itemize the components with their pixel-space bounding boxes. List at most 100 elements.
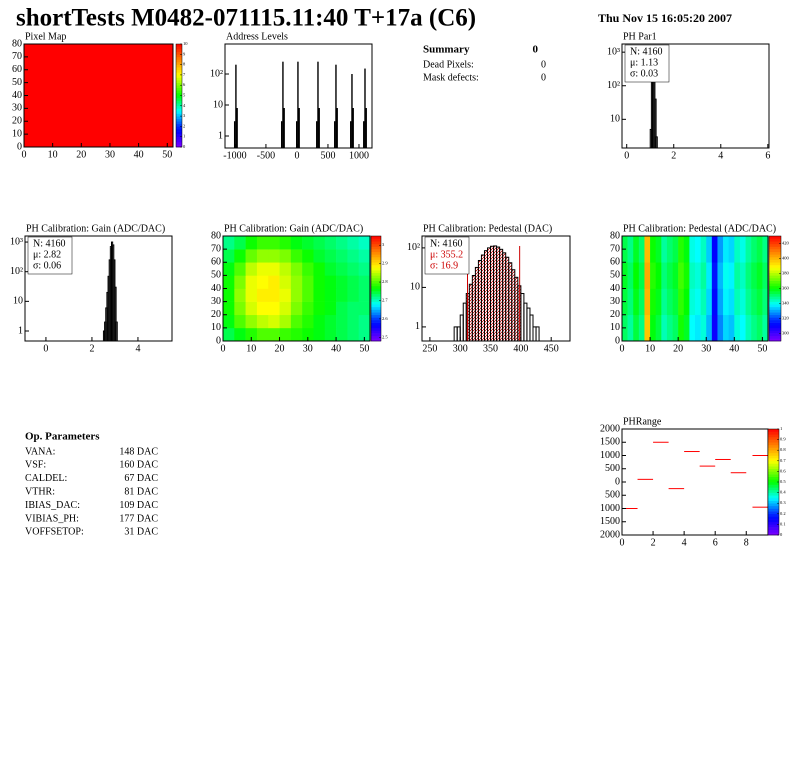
heatmap-cell [650, 236, 656, 263]
y-tick-label: 10² [210, 68, 223, 79]
heatmap-cell [290, 236, 303, 250]
heatmap-cell [700, 288, 707, 316]
colorbar-step [176, 44, 182, 47]
colorbar-step [371, 338, 381, 342]
colorbar-step [371, 322, 381, 326]
colorbar-step [176, 139, 182, 143]
heatmap-cell [655, 236, 662, 263]
heatmap-cell [347, 249, 359, 263]
y-tick-label: 80 [12, 38, 22, 49]
summary-total: 0 [533, 44, 539, 56]
heatmap-cell [245, 236, 258, 250]
colorbar-step [768, 508, 779, 512]
heatmap-cell [633, 236, 640, 263]
heatmap-cell [302, 288, 314, 302]
heatmap-cell [223, 236, 235, 250]
x-tick-label: -1000 [223, 150, 246, 161]
colorbar-step [769, 322, 781, 326]
heatmap-cell [290, 327, 303, 342]
heatmap-cell [762, 236, 769, 263]
heatmap-cell [751, 314, 758, 342]
heatmap-cell [672, 288, 679, 316]
heatmap-cell [756, 288, 763, 316]
op-value: 177 DAC [119, 513, 158, 524]
heatmap-cell [739, 314, 746, 342]
heatmap-cell [728, 288, 735, 316]
colorbar-step [371, 280, 381, 284]
heatmap-cell [336, 262, 348, 276]
colorbar-step [769, 283, 781, 287]
op-value: 148 DAC [119, 446, 158, 457]
z-tick-label: 9 [183, 51, 186, 56]
x-tick-label: 10 [246, 343, 256, 354]
op-value: 67 DAC [124, 473, 158, 484]
x-tick-label: 0 [22, 149, 27, 160]
x-tick-label: 350 [483, 343, 498, 354]
colorbar-step [769, 330, 781, 334]
stats-text: σ: 16.9 [430, 260, 458, 271]
heatmap-cell [644, 288, 651, 316]
op-label: VSF: [25, 460, 46, 471]
colorbar-step [769, 304, 781, 308]
colorbar-step [176, 103, 182, 107]
y-tick-label: 60 [12, 64, 22, 75]
op-value: 81 DAC [124, 486, 158, 497]
heatmap-cell [245, 301, 258, 316]
colorbar-step [769, 317, 781, 321]
colorbar-step [371, 288, 381, 292]
y-tick-label: 80 [211, 230, 221, 241]
stats-text: μ: 1.13 [630, 57, 658, 68]
heatmap-cell [279, 314, 292, 329]
heatmap-cell [762, 288, 769, 316]
colorbar-step [371, 296, 381, 300]
colorbar-step [176, 69, 182, 73]
colorbar-step [769, 251, 781, 255]
heatmap-cell [290, 288, 303, 302]
z-tick-label: 2 [183, 123, 185, 128]
heatmap-cell [358, 249, 371, 263]
colorbar-step [768, 500, 779, 504]
colorbar-step [768, 442, 779, 446]
heatmap-cell [666, 314, 673, 342]
colorbar-step [769, 238, 781, 242]
stats-text: N: 4160 [630, 46, 663, 57]
frame [24, 235, 173, 342]
colorbar-step [371, 267, 381, 271]
x-tick-label: 500 [320, 150, 335, 161]
colorbar-step [769, 278, 781, 281]
colorbar-step [176, 136, 182, 140]
colorbar-step [371, 317, 381, 321]
heatmap-cell [762, 314, 769, 342]
heatmap-cell [302, 327, 314, 342]
heatmap-cell [689, 262, 696, 289]
heatmap-cell [723, 314, 729, 342]
y-tick-label: 1500 [600, 437, 620, 448]
colorbar-step [768, 532, 779, 536]
heatmap-cell [706, 262, 713, 289]
heatmap-cell [661, 262, 668, 289]
heatmap-cell [728, 262, 735, 289]
z-tick-label: 320 [782, 316, 790, 321]
heatmap-cell [745, 288, 752, 316]
heatmap-cell [290, 262, 303, 276]
heatmap-cell [279, 275, 292, 289]
heatmap-cell [661, 314, 668, 342]
heatmap-cell [728, 236, 735, 263]
spike [280, 121, 283, 148]
heatmap-cell [650, 288, 656, 316]
stats-text: μ: 2.82 [33, 249, 61, 260]
heatmap-cell [313, 275, 326, 289]
stats-box [624, 44, 670, 83]
colorbar-step [176, 141, 182, 145]
heatmap-cell [223, 249, 235, 263]
heatmap-cell [689, 314, 696, 342]
heatmap-cell [256, 249, 269, 263]
heatmap-cell [717, 314, 724, 342]
colorbar-step [769, 314, 781, 318]
colorbar-step [176, 72, 182, 76]
colorbar-step [769, 325, 781, 329]
heatmap-cell [695, 314, 701, 342]
heatmap-cell [256, 288, 269, 302]
colorbar-step [769, 241, 781, 245]
